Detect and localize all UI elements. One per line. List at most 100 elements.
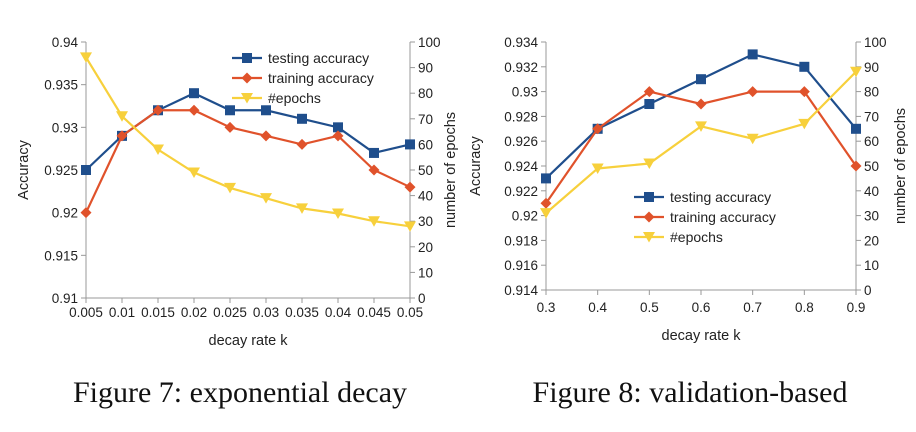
legend-swatch-marker bbox=[643, 211, 655, 223]
data-point bbox=[333, 122, 343, 133]
legend: testing accuracy training accuracy #epochs bbox=[634, 189, 776, 245]
y-axis-title: Accuracy bbox=[16, 139, 32, 199]
y2-tick-label: 10 bbox=[418, 265, 433, 280]
legend: testing accuracy training accuracy #epochs bbox=[232, 50, 374, 106]
y-tick-label: 0.94 bbox=[52, 35, 79, 50]
y2-tick-label: 40 bbox=[418, 189, 433, 204]
series-line bbox=[85, 109, 411, 214]
y2-axis-title: number of epochs bbox=[893, 108, 909, 224]
data-point bbox=[80, 207, 92, 219]
y-tick-label: 0.926 bbox=[504, 134, 538, 149]
y-tick-label: 0.925 bbox=[44, 163, 78, 178]
legend-label: testing accuracy bbox=[670, 189, 771, 205]
data-point bbox=[152, 104, 164, 116]
y-tick-label: 0.92 bbox=[512, 209, 538, 224]
y-tick-label: 0.932 bbox=[504, 60, 538, 75]
data-point bbox=[368, 164, 380, 176]
legend-swatch-marker bbox=[242, 53, 252, 63]
y2-tick-label: 0 bbox=[418, 291, 426, 306]
data-point bbox=[116, 130, 128, 142]
y2-tick-label: 0 bbox=[864, 283, 872, 298]
x-tick-label: 0.7 bbox=[743, 300, 762, 315]
x-tick-label: 0.3 bbox=[537, 300, 556, 315]
x-tick-label: 0.015 bbox=[141, 305, 175, 320]
data-point bbox=[369, 147, 379, 158]
y-tick-label: 0.915 bbox=[44, 248, 78, 263]
y-tick-label: 0.93 bbox=[52, 120, 78, 135]
y2-tick-label: 20 bbox=[864, 233, 879, 248]
data-point bbox=[747, 49, 758, 60]
series-line bbox=[85, 56, 411, 228]
y-tick-label: 0.92 bbox=[52, 206, 78, 221]
y2-axis-title: number of epochs bbox=[443, 112, 459, 228]
y2-tick-label: 70 bbox=[418, 112, 433, 127]
y-tick-label: 0.924 bbox=[504, 159, 538, 174]
data-point bbox=[798, 118, 811, 130]
data-point bbox=[188, 104, 200, 116]
legend-label: #epochs bbox=[268, 90, 321, 106]
data-point bbox=[643, 86, 655, 98]
x-tick-label: 0.035 bbox=[285, 305, 319, 320]
data-point bbox=[189, 88, 199, 99]
y2-tick-label: 100 bbox=[418, 35, 441, 50]
y-tick-label: 0.935 bbox=[44, 78, 78, 93]
x-axis-title: decay rate k bbox=[209, 333, 289, 349]
legend-swatch-marker bbox=[643, 232, 655, 243]
data-point bbox=[405, 139, 415, 150]
series-training-accuracy bbox=[540, 86, 862, 209]
y-tick-label: 0.918 bbox=[504, 233, 538, 248]
data-point bbox=[332, 130, 344, 142]
y2-tick-label: 20 bbox=[418, 240, 433, 255]
data-point bbox=[296, 138, 308, 150]
x-tick-label: 0.04 bbox=[325, 305, 352, 320]
data-point bbox=[80, 52, 92, 63]
legend-label: training accuracy bbox=[670, 209, 776, 225]
legend-label: #epochs bbox=[670, 229, 723, 245]
x-tick-label: 0.9 bbox=[847, 300, 866, 315]
series-epochs bbox=[540, 66, 862, 219]
data-point bbox=[643, 158, 656, 170]
data-point bbox=[746, 133, 759, 145]
x-tick-label: 0.02 bbox=[181, 305, 207, 320]
y-tick-label: 0.934 bbox=[504, 35, 538, 50]
data-point bbox=[404, 181, 416, 193]
figure-7-caption: Figure 7: exponential decay bbox=[73, 376, 407, 409]
x-tick-label: 0.5 bbox=[640, 300, 659, 315]
data-point bbox=[591, 163, 604, 174]
y-tick-label: 0.928 bbox=[504, 109, 538, 124]
y2-tick-label: 50 bbox=[864, 159, 879, 174]
series-epochs bbox=[80, 52, 416, 232]
legend-swatch-marker bbox=[644, 192, 654, 202]
x-tick-label: 0.05 bbox=[397, 305, 423, 320]
y2-tick-label: 60 bbox=[418, 137, 433, 152]
data-point bbox=[695, 98, 707, 110]
x-tick-label: 0.03 bbox=[253, 305, 279, 320]
x-tick-label: 0.01 bbox=[109, 305, 135, 320]
figure-8-caption: Figure 8: validation-based bbox=[533, 376, 848, 409]
y-tick-label: 0.922 bbox=[504, 184, 538, 199]
data-point bbox=[261, 105, 271, 116]
legend-label: training accuracy bbox=[268, 70, 374, 86]
y-tick-label: 0.914 bbox=[504, 283, 538, 298]
y2-tick-label: 30 bbox=[864, 209, 879, 224]
y2-tick-label: 10 bbox=[864, 258, 879, 273]
legend-swatch-marker bbox=[241, 93, 253, 104]
data-point bbox=[332, 208, 344, 220]
x-tick-label: 0.4 bbox=[588, 300, 607, 315]
data-point bbox=[798, 86, 810, 98]
legend-label: testing accuracy bbox=[268, 50, 369, 66]
data-point bbox=[747, 86, 759, 98]
data-point bbox=[404, 221, 416, 232]
data-point bbox=[592, 123, 604, 135]
y2-tick-label: 70 bbox=[864, 109, 879, 124]
series-line bbox=[545, 53, 857, 180]
figure-8: Figure 8: validation-based 0.914 0.916 0.9… bbox=[468, 35, 909, 409]
data-point bbox=[260, 130, 272, 142]
series-training-accuracy bbox=[80, 104, 416, 219]
x-tick-label: 0.8 bbox=[795, 300, 814, 315]
data-point bbox=[540, 208, 552, 219]
y2-tick-label: 40 bbox=[864, 184, 879, 199]
y-tick-label: 0.93 bbox=[512, 85, 538, 100]
data-point bbox=[541, 173, 551, 184]
data-point bbox=[116, 111, 128, 122]
